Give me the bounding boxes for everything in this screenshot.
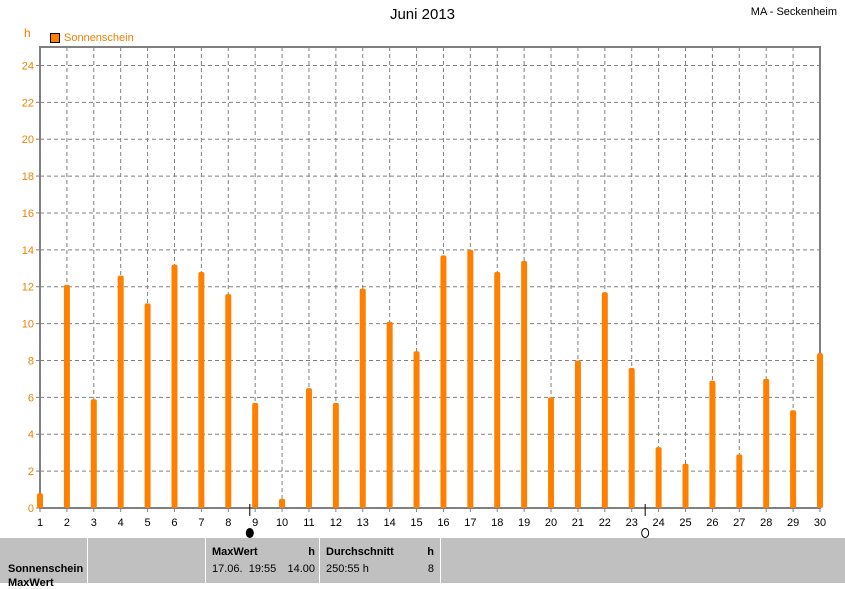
bar <box>709 380 716 508</box>
empty-cell <box>88 538 206 583</box>
y-tick-label: 16 <box>22 208 34 220</box>
bar <box>494 271 501 508</box>
bar <box>117 275 124 508</box>
legend-label: Sonnenschein <box>64 32 134 44</box>
x-tick-label: 11 <box>303 517 314 529</box>
plot-frame <box>39 46 821 509</box>
x-tick-label: 24 <box>652 517 664 529</box>
bar <box>413 351 420 508</box>
bar <box>144 303 151 508</box>
bar <box>655 447 662 508</box>
y-tick-label: 12 <box>22 282 34 294</box>
y-tick-label: 14 <box>22 245 34 257</box>
x-tick-label: 28 <box>760 517 772 529</box>
bar <box>198 271 205 508</box>
bar <box>63 284 70 508</box>
new-moon-icon <box>245 528 254 538</box>
max-datetime: 17.06. 19:55 <box>212 563 277 575</box>
bar <box>171 264 178 508</box>
x-tick-label: 6 <box>171 517 177 529</box>
x-tick-label: 13 <box>357 517 369 529</box>
bar <box>628 367 635 508</box>
y-tick-label: 20 <box>22 134 34 146</box>
y-tick-label: 22 <box>22 97 34 109</box>
legend: Sonnenschein <box>50 32 134 44</box>
x-tick-label: 15 <box>410 517 422 529</box>
x-tick-label: 10 <box>276 517 288 529</box>
legend-swatch <box>50 33 60 43</box>
max-value: 14.00 <box>287 563 315 575</box>
x-tick-label: 20 <box>545 517 557 529</box>
station-name: MA - Seckenheim <box>750 6 837 18</box>
y-tick-label: 8 <box>28 355 34 367</box>
x-tick-label: 19 <box>518 517 530 529</box>
bar <box>548 397 555 508</box>
x-tick-label: 16 <box>437 517 449 529</box>
maxwert-cell: MaxWert h 17.06. 19:55 14.00 <box>206 538 320 583</box>
x-tick-label: 29 <box>787 517 799 529</box>
avg-total: 250:55 h <box>326 563 369 575</box>
x-tick-label: 21 <box>572 517 584 529</box>
bar <box>332 402 339 508</box>
bar <box>817 353 823 508</box>
bar <box>521 260 528 508</box>
row-label: Sonnenschein <box>8 563 84 575</box>
bar <box>37 493 43 508</box>
row-label-cut: MaxWert <box>8 577 54 589</box>
x-tick-label: 8 <box>225 517 231 529</box>
bar <box>359 288 366 508</box>
avg-unit: h <box>427 546 434 558</box>
max-header: MaxWert <box>212 546 258 558</box>
avg-header: Durchschnitt <box>326 546 394 558</box>
avg-value: 8 <box>427 563 434 575</box>
x-tick-label: 2 <box>64 517 70 529</box>
bar <box>252 402 259 508</box>
durchschnitt-cell: Durchschnitt h 250:55 h 8 <box>320 538 441 583</box>
bar <box>90 399 97 508</box>
x-tick-label: 18 <box>491 517 503 529</box>
x-tick-label: 26 <box>706 517 718 529</box>
bar <box>386 321 393 508</box>
chart-title: Juni 2013 <box>389 6 456 23</box>
x-tick-label: 9 <box>252 517 258 529</box>
bar <box>736 454 743 508</box>
bar <box>682 463 689 508</box>
y-axis-unit: h <box>24 26 31 40</box>
bar <box>225 294 232 508</box>
x-tick-label: 14 <box>384 517 396 529</box>
bar <box>763 378 770 508</box>
y-tick-label: 10 <box>22 319 34 331</box>
y-tick-label: 4 <box>28 429 34 441</box>
x-tick-label: 7 <box>198 517 204 529</box>
x-tick-label: 25 <box>679 517 691 529</box>
x-tick-label: 30 <box>814 517 826 529</box>
x-tick-label: 23 <box>626 517 638 529</box>
y-tick-label: 2 <box>28 466 34 478</box>
bar <box>601 292 608 508</box>
y-tick-label: 0 <box>28 503 34 515</box>
max-unit: h <box>308 546 315 558</box>
x-tick-label: 4 <box>118 517 124 529</box>
bar <box>574 360 581 508</box>
bar <box>440 255 447 508</box>
bar <box>279 498 286 508</box>
x-tick-label: 5 <box>145 517 151 529</box>
x-tick-label: 17 <box>464 517 476 529</box>
y-tick-label: 6 <box>28 392 34 404</box>
x-tick-label: 3 <box>91 517 97 529</box>
y-tick-label: 24 <box>22 60 34 72</box>
row-label-cell: Sonnenschein MaxWert <box>0 538 88 589</box>
bar <box>467 249 474 508</box>
bar <box>305 388 312 508</box>
x-tick-label: 22 <box>599 517 611 529</box>
full-moon-icon <box>641 528 650 538</box>
bar <box>790 410 797 508</box>
summary-table: Sonnenschein MaxWert MaxWert h 17.06. 19… <box>0 538 845 589</box>
x-tick-label: 27 <box>733 517 745 529</box>
y-tick-label: 18 <box>22 171 34 183</box>
x-tick-label: 12 <box>330 517 342 529</box>
x-tick-label: 1 <box>37 517 43 529</box>
